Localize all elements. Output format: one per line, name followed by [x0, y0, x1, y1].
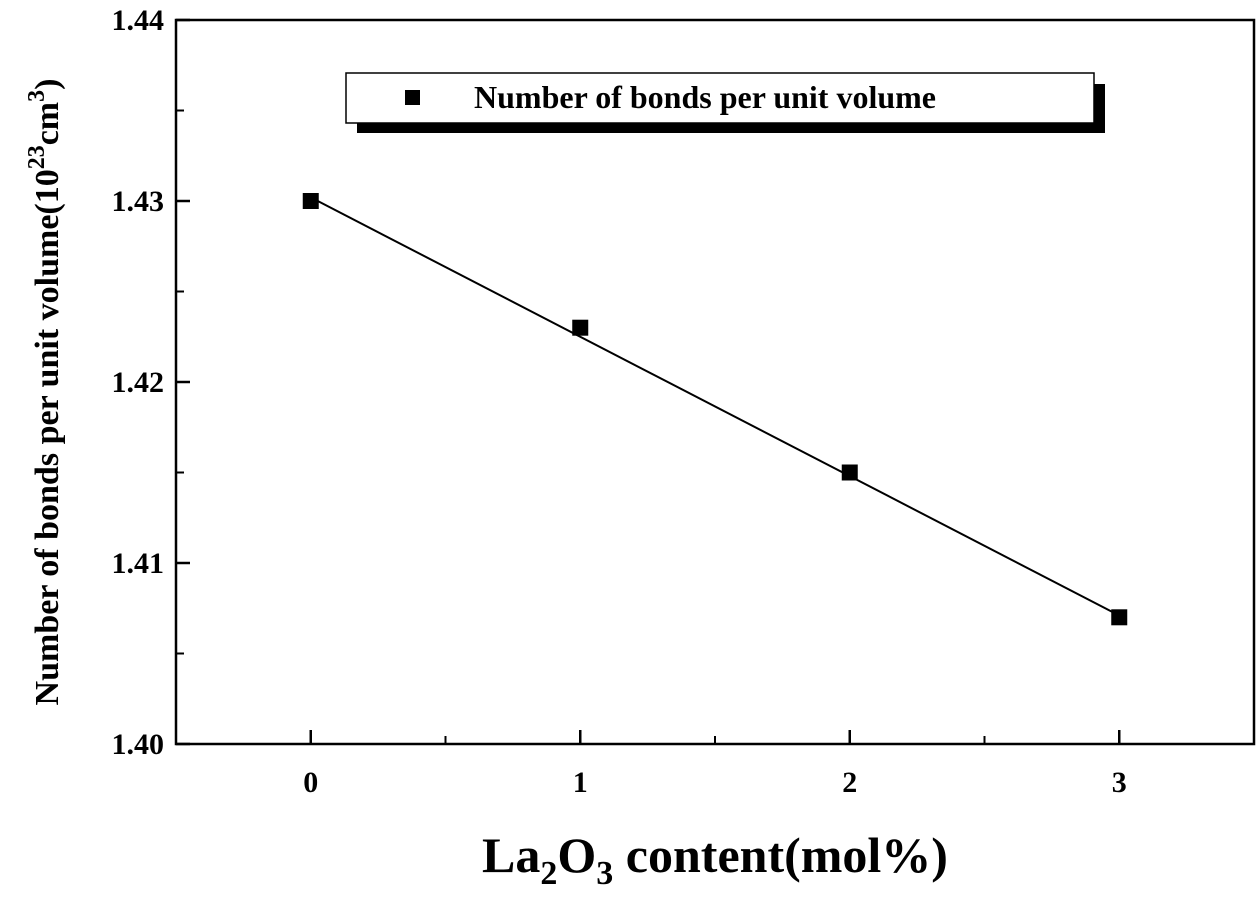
y-tick-label: 1.44 [112, 4, 165, 37]
x-axis-label-sub1: 2 [540, 855, 557, 892]
y-tick-label: 1.42 [112, 366, 165, 399]
x-axis-label-sub2: 3 [596, 855, 613, 892]
fit-line [310, 196, 1120, 617]
legend-marker [405, 90, 420, 105]
y-axis-ticks: 1.40 1.41 1.42 1.43 1.44 [112, 4, 190, 761]
y-axis-label-exponent: 23 [24, 145, 50, 169]
legend-box [345, 72, 1095, 124]
legend: Number of bonds per unit volume [345, 72, 1105, 133]
y-tick-label: 1.41 [112, 547, 165, 580]
x-axis-ticks: 0 1 2 3 [175, 730, 1255, 799]
x-tick-label: 1 [573, 766, 588, 799]
data-point [841, 464, 858, 481]
y-tick-label: 1.40 [112, 728, 165, 761]
data-points [302, 193, 1128, 626]
y-axis-label-main: Number of bonds per unit volume(10 [29, 169, 66, 705]
x-axis-label-post: content(mol%) [613, 827, 948, 883]
x-tick-label: 3 [1112, 766, 1127, 799]
y-axis-label-unit-exponent: 3 [24, 90, 50, 102]
data-point [1111, 609, 1128, 626]
y-axis-label-close: ) [29, 79, 66, 90]
fit-line-group [310, 196, 1120, 617]
y-tick-label: 1.43 [112, 185, 165, 218]
y-axis-label-unit: cm [29, 102, 66, 145]
legend-label: Number of bonds per unit volume [474, 79, 936, 115]
x-axis-label-pre: La [482, 827, 540, 883]
x-tick-label: 0 [303, 766, 318, 799]
data-point [302, 193, 319, 209]
data-point [572, 319, 589, 336]
x-axis-label: La2O3 content(mol%) [482, 827, 948, 892]
x-axis-label-mid: O [557, 827, 596, 883]
x-tick-label: 2 [842, 766, 857, 799]
y-axis-label: Number of bonds per unit volume(1023cm3) [24, 79, 66, 706]
